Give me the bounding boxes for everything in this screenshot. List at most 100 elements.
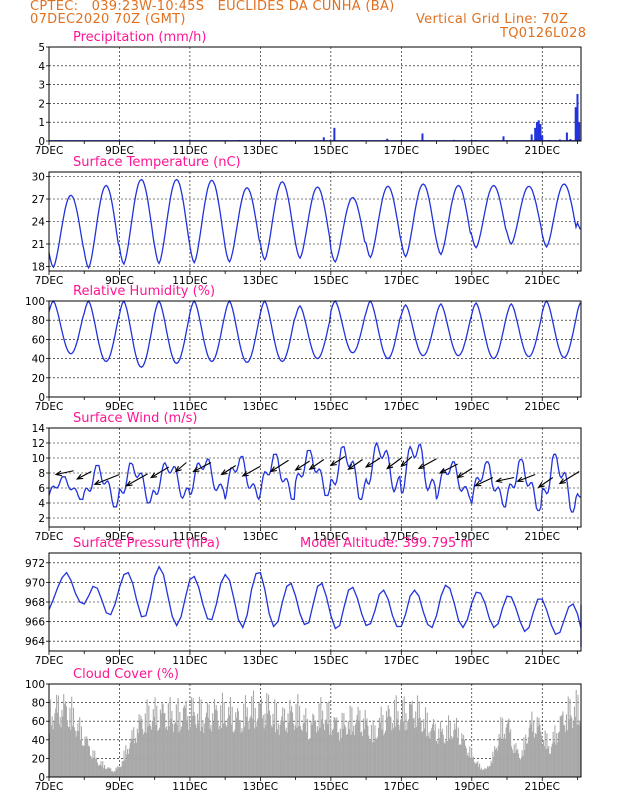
- cloud-bar: [347, 721, 349, 777]
- panel-frame: [48, 300, 582, 398]
- cloud-bar: [411, 700, 413, 777]
- y-tick-label: 30: [32, 172, 45, 184]
- cloud-bar: [463, 734, 465, 777]
- x-tick-label: 21DEC: [525, 781, 560, 793]
- cloud-bar: [143, 732, 145, 777]
- cloud-bar: [264, 713, 266, 777]
- series-line: [48, 178, 581, 270]
- cloud-bar: [456, 737, 458, 777]
- cloud-bar: [213, 699, 216, 777]
- cloud-bar: [128, 748, 130, 777]
- cloud-bar: [439, 738, 441, 777]
- cloud-bar: [257, 718, 259, 777]
- cloud-bar: [263, 728, 265, 777]
- cloud-bar: [184, 707, 186, 777]
- cloud-bar: [448, 738, 450, 777]
- cloud-bar: [407, 721, 409, 777]
- cloud-bar: [524, 749, 526, 777]
- cloud-bar: [148, 705, 150, 777]
- wind-arrow-head: [294, 464, 302, 471]
- cloud-bar: [506, 723, 508, 777]
- cloud-bar: [528, 727, 530, 777]
- cloud-bar: [236, 717, 238, 777]
- cloud-bar: [230, 724, 232, 777]
- x-tick-label: 11DEC: [172, 531, 207, 543]
- cloud-bar: [557, 732, 560, 777]
- cloud-bar: [68, 726, 70, 777]
- wind-arrow-head: [125, 480, 133, 487]
- cloud-bar: [338, 731, 340, 777]
- cloud-bar: [337, 732, 339, 777]
- wind-arrow-head: [192, 466, 200, 473]
- cloud-bar: [113, 771, 115, 777]
- x-tick-label: 21DEC: [525, 655, 560, 667]
- panel-annotation: Model Altitude: 399.795 m: [300, 536, 473, 551]
- cloud-bar: [336, 717, 338, 777]
- cloud-bar: [160, 713, 162, 777]
- cloud-bar: [549, 753, 551, 777]
- wind-arrow: [126, 473, 148, 487]
- cloud-bar: [306, 732, 308, 777]
- cloud-bar: [479, 769, 482, 777]
- y-tick-label: 60: [32, 334, 45, 346]
- cloud-bar: [535, 734, 537, 777]
- cloud-bar: [328, 701, 330, 777]
- cloud-bar: [427, 736, 429, 777]
- cloud-bar: [526, 743, 528, 777]
- cloud-bar: [452, 737, 454, 777]
- precip-bar: [534, 127, 537, 141]
- cloud-bar: [205, 712, 208, 777]
- cloud-bar: [281, 716, 283, 777]
- cloud-bar: [398, 724, 400, 777]
- cloud-bar: [471, 758, 474, 777]
- cloud-bar: [75, 736, 77, 777]
- cloud-bar: [58, 724, 60, 777]
- cloud-bar: [290, 711, 292, 777]
- cloud-bar: [554, 725, 556, 777]
- cloud-bar: [389, 716, 391, 777]
- cloud-bar: [311, 724, 313, 777]
- cloud-bar: [462, 740, 464, 777]
- cloud-bar: [140, 715, 142, 777]
- cloud-bar: [495, 748, 497, 777]
- cloud-bar: [151, 720, 153, 777]
- cloud-bar: [208, 704, 210, 777]
- cloud-bar: [378, 717, 380, 777]
- cloud-bar: [414, 728, 416, 777]
- wind-arrow-head: [329, 460, 337, 467]
- cloud-bar: [97, 765, 99, 777]
- cloud-bar: [403, 696, 405, 777]
- x-tick-label: 13DEC: [243, 655, 278, 667]
- precip-bar: [541, 135, 544, 141]
- cloud-bar: [71, 696, 73, 777]
- cloud-bar: [365, 721, 367, 777]
- y-tick-label: 972: [25, 558, 45, 570]
- cloud-bar: [369, 740, 371, 777]
- cloud-bar: [231, 706, 233, 777]
- cloud-bar: [323, 730, 325, 777]
- cloud-bar: [330, 734, 333, 777]
- cloud-bar: [271, 727, 273, 777]
- cloud-bar: [518, 753, 520, 777]
- cloud-bar: [154, 697, 156, 777]
- cloud-bar: [436, 740, 438, 777]
- cloud-bar: [331, 730, 333, 777]
- cloud-bar: [567, 696, 569, 777]
- cloud-bar: [489, 766, 491, 777]
- precip-bar: [421, 133, 424, 141]
- cloud-bar: [561, 714, 563, 777]
- x-tick-label: 11DEC: [172, 275, 207, 287]
- wind-arrow-head: [364, 461, 373, 468]
- cloud-bar: [381, 729, 383, 777]
- cloud-bar: [197, 713, 199, 777]
- wind-arrow-head: [558, 478, 566, 485]
- cloud-bar: [371, 742, 373, 777]
- cloud-bar: [566, 730, 568, 777]
- wind-arrow: [348, 459, 363, 470]
- wind-arrow: [365, 457, 381, 468]
- cloud-bar: [93, 759, 95, 777]
- y-tick-label: 20: [32, 373, 45, 385]
- y-tick-label: 60: [32, 716, 45, 728]
- cloud-bar: [354, 724, 356, 777]
- cloud-bar: [168, 726, 170, 777]
